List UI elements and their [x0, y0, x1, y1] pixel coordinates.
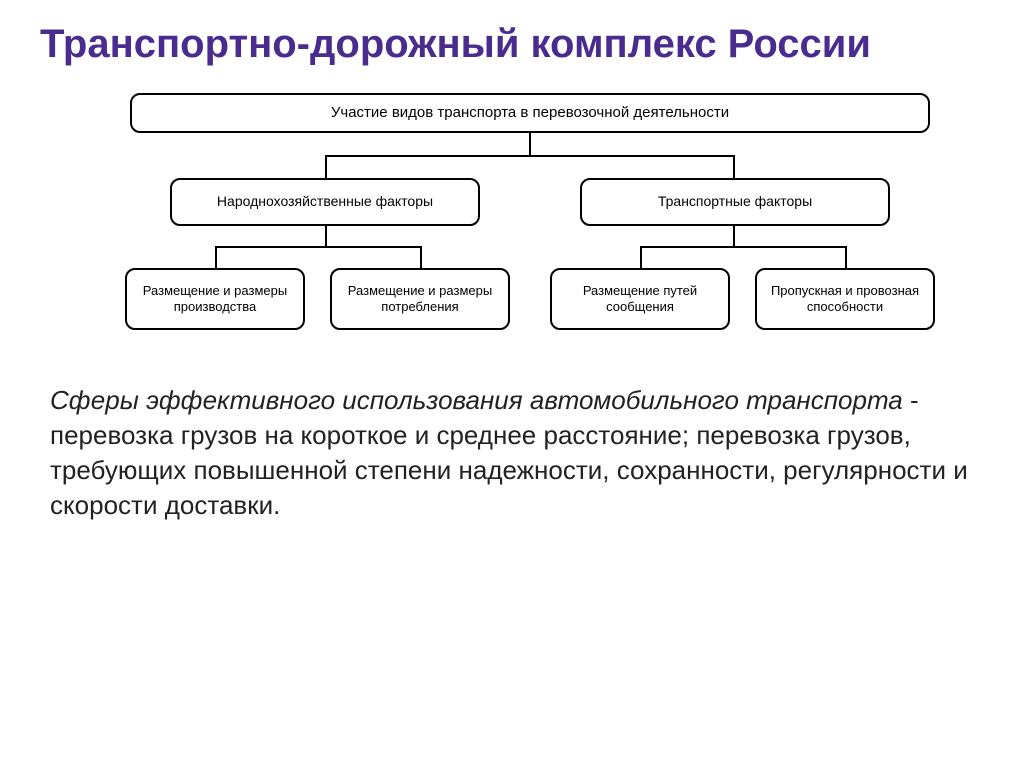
connector [215, 246, 422, 248]
org-chart: Участие видов транспорта в перевозочной … [100, 93, 960, 353]
connector [215, 246, 217, 268]
node-l2a: Народнохозяйственные факторы [170, 178, 480, 226]
node-l3c: Размещение путей сообщения [550, 268, 730, 330]
node-l2b: Транспортные факторы [580, 178, 890, 226]
connector [733, 155, 735, 178]
connector [640, 246, 847, 248]
connector [420, 246, 422, 268]
node-root: Участие видов транспорта в перевозочной … [130, 93, 930, 133]
node-l3a: Размещение и размеры производства [125, 268, 305, 330]
node-l3b: Размещение и размеры потребления [330, 268, 510, 330]
connector [733, 226, 735, 246]
description-paragraph: Сферы эффективного использования автомоб… [40, 383, 984, 523]
connector [325, 155, 735, 157]
connector [325, 226, 327, 246]
node-l3d: Пропускная и провозная способности [755, 268, 935, 330]
connector [845, 246, 847, 268]
connector [529, 133, 531, 155]
page-title: Транспортно-дорожный комплекс России [40, 20, 984, 68]
paragraph-italic: Сферы эффективного использования автомоб… [50, 385, 910, 415]
connector [325, 155, 327, 178]
connector [640, 246, 642, 268]
